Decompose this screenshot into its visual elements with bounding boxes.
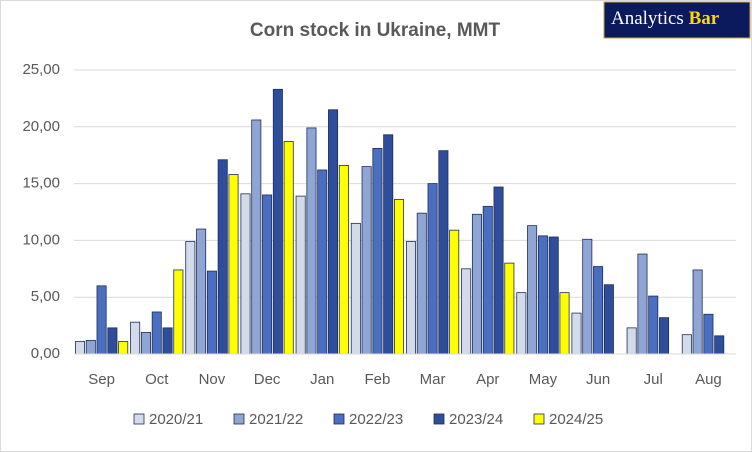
bar <box>262 194 273 355</box>
bar <box>714 335 725 355</box>
bar <box>328 109 339 355</box>
x-tick-label: May <box>529 371 558 388</box>
legend-label: 2024/25 <box>549 411 603 428</box>
x-tick-label: Dec <box>254 371 281 388</box>
bar <box>206 270 217 355</box>
bar <box>240 193 251 355</box>
bar <box>482 205 493 355</box>
x-tick-label: Mar <box>420 371 446 388</box>
bar <box>272 88 283 355</box>
bar <box>74 341 85 355</box>
logo-box <box>603 1 751 39</box>
bar <box>416 212 427 355</box>
bar <box>582 238 593 355</box>
y-tick-label: 20,00 <box>22 118 60 135</box>
y-tick-label: 5,00 <box>31 288 60 305</box>
chart-title: Corn stock in Ukraine, MMT <box>250 20 501 41</box>
x-tick-label: Sep <box>88 371 115 388</box>
bar <box>527 225 538 355</box>
legend-label: 2023/24 <box>449 411 503 428</box>
bar <box>703 313 714 355</box>
bar <box>603 284 614 355</box>
legend-label: 2020/21 <box>149 411 203 428</box>
logo: Analytics Bar <box>603 1 751 39</box>
bar <box>427 183 438 355</box>
bar <box>648 295 659 355</box>
bar <box>626 327 637 355</box>
x-tick-label: Apr <box>476 371 499 388</box>
bar <box>383 134 394 355</box>
bar <box>471 213 482 355</box>
bar <box>372 147 383 355</box>
bar <box>217 159 228 355</box>
bar <box>140 332 151 355</box>
bar <box>130 321 141 355</box>
bar <box>516 292 527 355</box>
bar <box>107 327 118 355</box>
bar <box>85 339 96 355</box>
bar <box>681 334 692 355</box>
x-tick-label: Feb <box>364 371 390 388</box>
bar <box>405 241 416 355</box>
bar <box>394 199 405 355</box>
legend-swatch <box>333 413 345 425</box>
bar <box>118 341 129 355</box>
bar <box>548 236 559 355</box>
bar <box>283 141 294 355</box>
y-tick-label: 15,00 <box>22 175 60 192</box>
bar <box>151 311 162 355</box>
bar <box>196 228 207 355</box>
bar <box>537 235 548 355</box>
bar <box>173 269 184 355</box>
bar <box>659 317 670 355</box>
bar <box>361 166 372 355</box>
bar <box>338 165 349 355</box>
legend-swatch <box>433 413 445 425</box>
bar <box>317 169 328 355</box>
x-tick-label: Aug <box>695 371 722 388</box>
bar <box>295 195 306 355</box>
x-tick-label: Jan <box>310 371 334 388</box>
legend-label: 2022/23 <box>349 411 403 428</box>
legend-swatch <box>233 413 245 425</box>
x-tick-label: Oct <box>145 371 169 388</box>
x-tick-label: Jul <box>644 371 663 388</box>
bar <box>96 285 107 355</box>
bar <box>251 119 262 355</box>
bar <box>493 186 504 355</box>
x-tick-label: Jun <box>586 371 610 388</box>
bar <box>438 150 449 355</box>
bar <box>228 174 239 355</box>
bar <box>162 327 173 355</box>
bar <box>559 292 570 355</box>
bar <box>692 269 703 355</box>
bar <box>449 229 460 355</box>
x-tick-label: Nov <box>199 371 226 388</box>
legend-swatch <box>133 413 145 425</box>
y-tick-label: 0,00 <box>31 345 60 362</box>
bar <box>637 253 648 355</box>
y-tick-label: 25,00 <box>22 61 60 78</box>
bar <box>504 262 515 355</box>
bar <box>185 241 196 355</box>
legend-swatch <box>533 413 545 425</box>
bar <box>593 266 604 355</box>
bar <box>571 312 582 355</box>
legend-label: 2021/22 <box>249 411 303 428</box>
bar <box>350 222 361 355</box>
logo-text: Analytics Bar <box>611 8 720 29</box>
y-tick-label: 10,00 <box>22 231 60 248</box>
bar <box>306 127 317 355</box>
bar <box>461 268 472 355</box>
